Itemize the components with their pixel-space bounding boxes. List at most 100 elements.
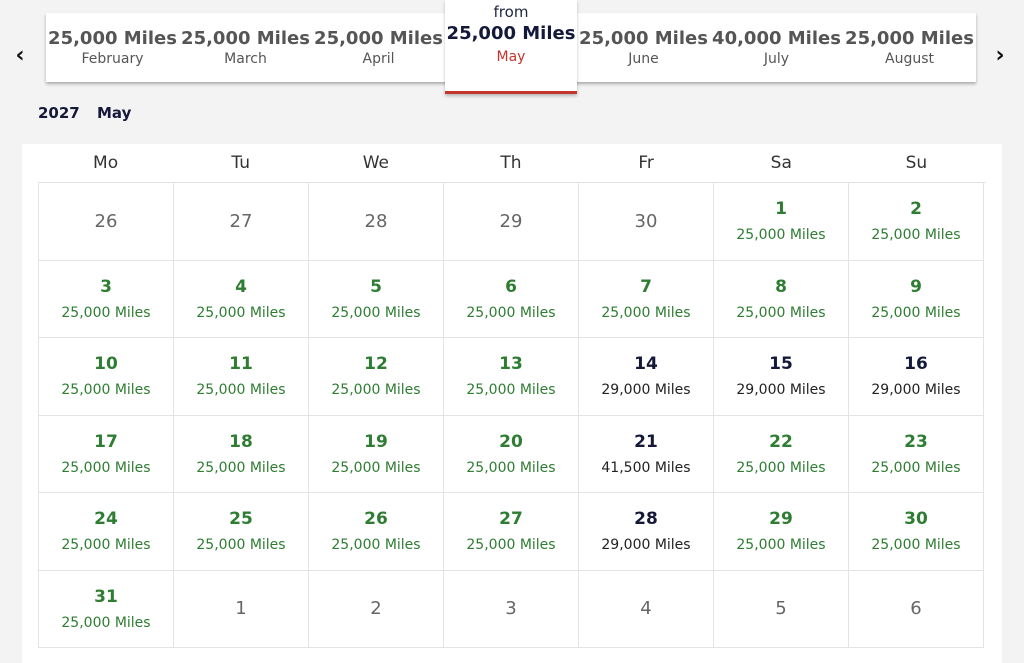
weekday-label: Su [905,153,928,173]
day-number: 11 [229,354,253,375]
calendar-day[interactable]: 19 25,000 Miles [309,415,444,493]
day-number: 5 [775,598,787,620]
calendar-day[interactable]: 4 25,000 Miles [174,260,309,338]
month-selector: 25,000 Miles February 25,000 Miles March… [46,0,976,94]
calendar-day[interactable]: 6 25,000 Miles [444,260,579,338]
calendar-day[interactable]: 25 25,000 Miles [174,493,309,571]
day-price: 25,000 Miles [601,304,691,321]
day-number: 23 [904,431,928,452]
day-number: 30 [634,210,658,232]
month-tab-june[interactable]: 25,000 Miles June [577,13,710,82]
calendar-day[interactable]: 16 29,000 Miles [849,338,984,416]
day-number: 2 [370,598,382,620]
day-price: 25,000 Miles [466,382,556,399]
weekday-label: Mo [93,153,119,173]
calendar-day[interactable]: 24 25,000 Miles [39,493,174,571]
day-price: 25,000 Miles [331,537,421,554]
calendar-day[interactable]: 5 25,000 Miles [309,260,444,338]
calendar-day-outside: 26 [39,183,174,261]
month-tab-april[interactable]: 25,000 Miles April [312,13,445,82]
heading-year: 2027 [38,104,80,122]
day-price: 25,000 Miles [466,304,556,321]
day-price: 25,000 Miles [736,459,826,476]
active-tab-indicator [445,91,577,94]
day-number: 27 [229,210,253,232]
month-miles: 25,000 Miles [845,28,974,49]
day-number: 15 [769,354,793,375]
day-price: 29,000 Miles [871,382,961,399]
day-price: 25,000 Miles [196,382,286,399]
day-number: 12 [364,354,388,375]
calendar-day[interactable]: 22 25,000 Miles [714,415,849,493]
day-number: 19 [364,431,388,452]
calendar-day[interactable]: 26 25,000 Miles [309,493,444,571]
month-tab-may[interactable]: from 25,000 Miles May [445,0,577,94]
day-number: 29 [499,210,523,232]
calendar-day[interactable]: 2 25,000 Miles [849,183,984,261]
calendar-day[interactable]: 31 25,000 Miles [39,570,174,648]
day-number: 1 [235,598,247,620]
month-miles: 25,000 Miles [314,28,443,49]
next-month-arrow[interactable]: › [990,40,1010,70]
calendar-panel: Mo Tu We Th Fr Sa Su 26 27 28 29 30 1 25,000 M… [22,144,1002,663]
day-price: 25,000 Miles [331,459,421,476]
calendar-day[interactable]: 1 25,000 Miles [714,183,849,261]
day-price: 25,000 Miles [61,304,151,321]
day-number: 3 [100,276,112,297]
calendar-day-outside: 3 [444,570,579,648]
day-number: 28 [634,509,658,530]
calendar-day-outside: 2 [309,570,444,648]
calendar-day[interactable]: 27 25,000 Miles [444,493,579,571]
calendar-day[interactable]: 30 25,000 Miles [849,493,984,571]
day-number: 27 [499,509,523,530]
day-number: 22 [769,431,793,452]
day-number: 18 [229,431,253,452]
calendar-day[interactable]: 13 25,000 Miles [444,338,579,416]
day-number: 3 [505,598,517,620]
month-tab-march[interactable]: 25,000 Miles March [179,13,312,82]
day-number: 31 [94,586,118,607]
calendar-day[interactable]: 18 25,000 Miles [174,415,309,493]
from-label: from [493,3,529,21]
chevron-left-icon: ‹ [15,42,25,68]
calendar-day[interactable]: 8 25,000 Miles [714,260,849,338]
calendar-day[interactable]: 23 25,000 Miles [849,415,984,493]
day-number: 16 [904,354,928,375]
heading-month: May [96,104,132,122]
month-tab-august[interactable]: 25,000 Miles August [843,13,976,82]
calendar-day-outside: 1 [174,570,309,648]
day-price: 25,000 Miles [196,537,286,554]
month-name: February [81,51,144,67]
day-price: 25,000 Miles [61,537,151,554]
calendar-day[interactable]: 3 25,000 Miles [39,260,174,338]
calendar-day[interactable]: 7 25,000 Miles [579,260,714,338]
calendar-day[interactable]: 12 25,000 Miles [309,338,444,416]
calendar-day[interactable]: 10 25,000 Miles [39,338,174,416]
day-number: 20 [499,431,523,452]
month-tab-july[interactable]: 40,000 Miles July [710,13,843,82]
calendar-day[interactable]: 15 29,000 Miles [714,338,849,416]
month-miles: 40,000 Miles [712,28,841,49]
calendar-day[interactable]: 11 25,000 Miles [174,338,309,416]
day-number: 6 [505,276,517,297]
calendar-day-outside: 30 [579,183,714,261]
calendar-day[interactable]: 29 25,000 Miles [714,493,849,571]
day-price: 25,000 Miles [871,304,961,321]
day-number: 28 [364,210,388,232]
calendar-day[interactable]: 28 29,000 Miles [579,493,714,571]
day-price: 25,000 Miles [871,537,961,554]
calendar-day[interactable]: 17 25,000 Miles [39,415,174,493]
calendar-day[interactable]: 9 25,000 Miles [849,260,984,338]
day-number: 25 [229,509,253,530]
day-number: 14 [634,354,658,375]
day-price: 25,000 Miles [871,227,961,244]
calendar-day-outside: 5 [714,570,849,648]
calendar-day[interactable]: 20 25,000 Miles [444,415,579,493]
day-number: 2 [910,199,922,220]
calendar-day[interactable]: 21 41,500 Miles [579,415,714,493]
calendar-day[interactable]: 14 29,000 Miles [579,338,714,416]
month-tab-february[interactable]: 25,000 Miles February [46,13,179,82]
day-number: 13 [499,354,523,375]
prev-month-arrow[interactable]: ‹ [10,40,30,70]
weekday-label: Fr [638,153,654,173]
